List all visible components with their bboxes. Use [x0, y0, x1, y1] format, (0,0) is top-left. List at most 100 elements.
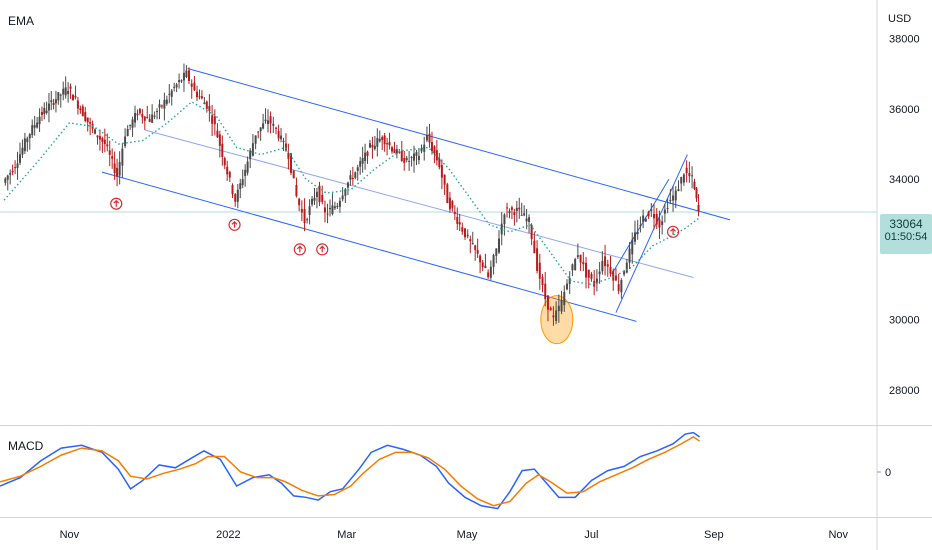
candle-body	[549, 307, 552, 311]
candle-body	[218, 134, 221, 146]
candle-body	[601, 260, 604, 272]
candle-body	[448, 197, 451, 210]
candle-body	[680, 177, 683, 184]
candle-body	[682, 174, 685, 183]
candle-body	[134, 113, 137, 123]
candle-body	[311, 198, 314, 205]
time-tick-label: Sep	[704, 529, 724, 541]
ema-line[interactable]	[3, 101, 700, 286]
price-tick-label: 30000	[889, 315, 920, 327]
candle-body	[378, 138, 381, 142]
candle-body	[45, 110, 48, 113]
candle-body	[376, 138, 379, 147]
price-tick-label: 36000	[889, 104, 920, 116]
candle-body	[308, 206, 311, 215]
candle-body	[50, 100, 53, 103]
arrow-up-icon	[113, 199, 120, 207]
candle-body	[64, 87, 67, 96]
ema-indicator-label[interactable]: EMA	[8, 14, 34, 28]
candle-body	[259, 127, 262, 132]
candle-body	[254, 135, 257, 144]
support-marker[interactable]	[316, 243, 329, 256]
candle-body	[226, 166, 229, 175]
candle-body	[31, 125, 34, 136]
macd-line[interactable]	[0, 431, 700, 510]
candle-body	[148, 118, 151, 122]
candle-body	[471, 243, 474, 245]
candle-body	[557, 305, 560, 312]
candle-body	[6, 175, 9, 180]
candle-body	[388, 142, 391, 146]
candle-body	[620, 280, 623, 293]
signal-line[interactable]	[0, 435, 700, 507]
candle-body	[446, 184, 449, 204]
candle-body	[170, 90, 173, 97]
candle-body	[631, 239, 634, 255]
candle-body	[650, 209, 653, 211]
candle-body	[518, 207, 521, 210]
candle-body	[503, 214, 506, 225]
support-marker[interactable]	[228, 218, 241, 231]
candle-body	[568, 278, 571, 285]
candle-body	[21, 147, 24, 155]
candle-body	[361, 157, 364, 164]
candle-body	[364, 152, 367, 162]
candle-body	[216, 130, 219, 138]
candle-body	[129, 124, 132, 126]
candle-body	[79, 108, 82, 111]
candle-body	[113, 163, 116, 174]
channel-upper-line[interactable]	[187, 68, 731, 221]
candle-body	[190, 83, 193, 87]
candle-body	[484, 265, 487, 269]
candle-body	[136, 113, 139, 116]
candle-body	[420, 148, 423, 152]
candle-body	[677, 189, 680, 192]
candle-body	[151, 114, 154, 123]
candle-body	[333, 206, 336, 209]
support-marker-ring	[316, 243, 329, 256]
candle-body	[612, 270, 615, 281]
support-marker[interactable]	[293, 243, 306, 256]
candle-body	[193, 82, 196, 91]
candle-body	[211, 115, 214, 124]
candle-body	[555, 310, 558, 321]
candle-body	[560, 299, 563, 312]
candle-body	[598, 271, 601, 275]
candle-body	[476, 249, 479, 254]
time-tick-label: Mar	[337, 529, 356, 541]
support-marker[interactable]	[110, 197, 123, 210]
macd-tick-label: 0	[885, 467, 891, 479]
candle-body	[697, 204, 700, 212]
price-tick-label: 28000	[889, 385, 920, 397]
candle-body	[163, 99, 166, 109]
candle-body	[323, 207, 326, 213]
candle-body	[292, 170, 295, 179]
candle-body	[415, 152, 418, 156]
candle-body	[530, 225, 533, 239]
candle-body	[338, 200, 341, 207]
candle-body	[275, 127, 278, 129]
candle-body	[453, 211, 456, 214]
candle-body	[108, 150, 111, 155]
support-marker[interactable]	[666, 225, 680, 238]
candle-body	[153, 115, 156, 117]
macd-pane[interactable]	[0, 431, 700, 510]
candle-body	[438, 158, 441, 168]
macd-indicator-label[interactable]: MACD	[8, 439, 44, 453]
candle-body	[244, 169, 247, 177]
candle-body	[469, 239, 472, 242]
candle-body	[451, 201, 454, 208]
support-marker-ring	[293, 243, 306, 256]
rising-channel-line-0[interactable]	[615, 154, 688, 313]
candle-body	[284, 143, 287, 151]
candle-body	[262, 123, 265, 129]
candle-body	[513, 212, 516, 215]
candle-body	[587, 269, 590, 278]
current-price-value: 33064	[889, 217, 923, 231]
candle-body	[359, 161, 362, 167]
price-pane[interactable]	[3, 63, 731, 345]
candle-body	[371, 145, 374, 148]
candle-body	[351, 177, 354, 179]
